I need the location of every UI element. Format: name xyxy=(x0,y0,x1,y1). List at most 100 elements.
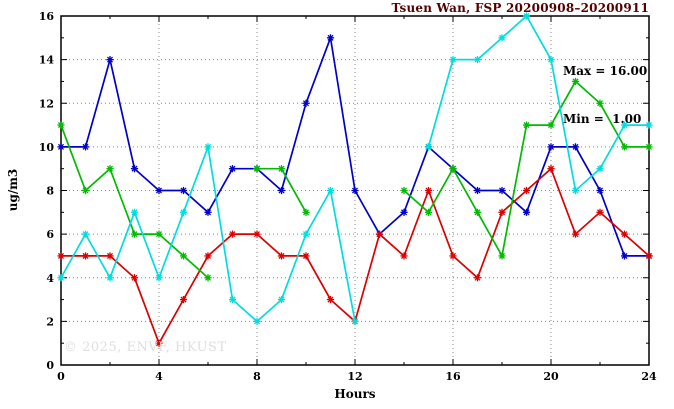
data-point-marker xyxy=(621,252,628,259)
data-point-marker xyxy=(302,252,310,259)
data-point-marker xyxy=(180,296,187,303)
data-point-marker xyxy=(621,122,628,129)
data-point-marker xyxy=(400,187,408,194)
data-point-marker xyxy=(645,143,653,150)
data-point-marker xyxy=(131,231,138,238)
data-point-marker xyxy=(253,318,261,325)
data-point-marker xyxy=(621,231,628,238)
min-value-label: Min = 1.00 xyxy=(563,112,642,126)
data-point-marker xyxy=(106,165,114,172)
data-point-marker xyxy=(572,143,579,150)
data-point-marker xyxy=(621,143,628,150)
data-point-marker xyxy=(351,318,359,325)
data-point-marker xyxy=(547,143,555,150)
data-point-marker xyxy=(572,187,579,194)
data-point-marker xyxy=(204,274,212,281)
data-point-marker xyxy=(82,187,89,194)
data-point-marker xyxy=(523,12,530,20)
series-cyan-line xyxy=(427,14,649,193)
y-tick-label: 0 xyxy=(46,359,54,372)
data-point-marker xyxy=(82,143,89,150)
data-point-marker xyxy=(425,209,432,216)
data-point-marker xyxy=(572,78,579,85)
data-point-marker xyxy=(131,165,138,172)
y-tick-label: 6 xyxy=(46,228,54,241)
y-tick-label: 10 xyxy=(39,141,55,154)
x-tick-label: 4 xyxy=(155,370,163,383)
y-tick-label: 14 xyxy=(39,54,55,67)
data-point-marker xyxy=(253,165,261,172)
data-point-marker xyxy=(278,165,285,172)
data-point-marker xyxy=(155,274,163,281)
data-point-marker xyxy=(498,209,506,216)
max-min-annotation: Max = 16.00 Min = 1.00 xyxy=(563,31,647,159)
data-point-marker xyxy=(351,187,359,194)
data-point-marker xyxy=(57,143,65,150)
data-point-marker xyxy=(82,252,89,259)
data-point-marker xyxy=(474,56,481,63)
y-tick-label: 12 xyxy=(39,97,54,110)
data-point-marker xyxy=(204,209,212,216)
data-point-marker xyxy=(523,209,530,216)
data-point-marker xyxy=(57,122,65,129)
data-point-marker xyxy=(106,56,114,63)
data-point-marker xyxy=(449,252,457,259)
data-point-marker xyxy=(474,187,481,194)
data-point-marker xyxy=(302,100,310,107)
x-tick-label: 20 xyxy=(543,370,559,383)
y-tick-label: 2 xyxy=(46,315,54,328)
data-point-marker xyxy=(253,231,261,238)
data-point-marker xyxy=(596,209,604,216)
y-tick-label: 8 xyxy=(46,185,54,198)
data-point-marker xyxy=(596,165,604,172)
data-point-marker xyxy=(327,187,334,194)
data-point-marker xyxy=(474,274,481,281)
x-tick-label: 12 xyxy=(347,370,362,383)
data-point-marker xyxy=(204,143,212,150)
data-point-marker xyxy=(449,165,457,172)
data-point-marker xyxy=(229,296,236,303)
y-tick-label: 16 xyxy=(39,10,55,23)
data-point-marker xyxy=(302,209,310,216)
data-point-marker xyxy=(82,231,89,238)
data-point-marker xyxy=(180,187,187,194)
series-cyan xyxy=(57,12,653,325)
data-point-marker xyxy=(106,274,114,281)
data-point-marker xyxy=(229,231,236,238)
data-point-marker xyxy=(645,252,653,259)
data-point-marker xyxy=(425,143,432,150)
data-point-marker xyxy=(302,231,310,238)
data-point-marker xyxy=(376,231,383,238)
data-point-marker xyxy=(547,56,555,63)
data-point-marker xyxy=(155,340,163,347)
data-point-marker xyxy=(229,165,236,172)
data-point-marker xyxy=(278,252,285,259)
data-point-marker xyxy=(498,252,506,259)
x-tick-label: 8 xyxy=(253,370,261,383)
y-tick-label: 4 xyxy=(46,272,54,285)
data-point-marker xyxy=(57,252,65,259)
x-axis-title: Hours xyxy=(334,387,376,401)
x-tick-label: 0 xyxy=(57,370,65,383)
data-point-marker xyxy=(155,231,163,238)
series-green-line xyxy=(60,124,209,279)
data-point-marker xyxy=(547,165,555,172)
data-point-marker xyxy=(131,274,138,281)
data-point-marker xyxy=(327,296,334,303)
data-point-marker xyxy=(131,209,138,216)
watermark-text: © 2025, ENVF, HKUST xyxy=(64,340,227,355)
x-tick-label: 16 xyxy=(445,370,461,383)
data-point-marker xyxy=(474,209,481,216)
data-point-marker xyxy=(596,187,604,194)
data-point-marker xyxy=(278,187,285,194)
data-point-marker xyxy=(498,187,506,194)
data-point-marker xyxy=(106,252,114,259)
data-point-marker xyxy=(327,34,334,41)
data-point-marker xyxy=(547,122,555,129)
data-point-marker xyxy=(596,100,604,107)
data-point-marker xyxy=(425,187,432,194)
data-point-marker xyxy=(498,34,506,41)
data-point-marker xyxy=(449,56,457,63)
x-tick-label: 24 xyxy=(641,370,657,383)
